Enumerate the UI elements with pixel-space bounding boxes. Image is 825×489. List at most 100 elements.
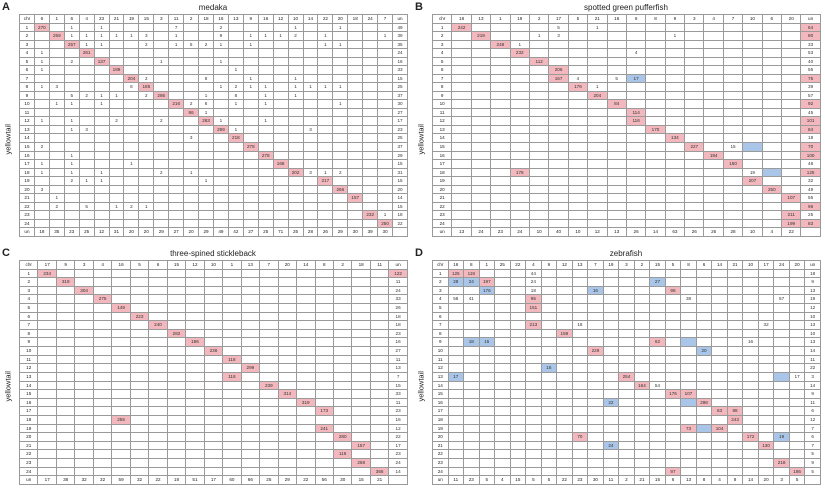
matrix-cell (351, 294, 371, 305)
matrix-cell: 33 (392, 65, 408, 75)
matrix-cell (377, 82, 394, 92)
matrix-cell (93, 159, 110, 169)
column-header: 21 (587, 14, 608, 24)
column-header: 7 (377, 14, 394, 24)
matrix-cell (528, 141, 550, 152)
matrix-cell (377, 124, 394, 135)
matrix-cell (509, 133, 530, 143)
matrix-cell (108, 159, 125, 169)
matrix-cell: 242 (451, 22, 472, 33)
matrix-cell: 15 (392, 159, 408, 169)
unassigned-count: 25 (287, 227, 304, 237)
matrix-cell (37, 277, 57, 287)
matrix-cell (680, 337, 697, 348)
matrix-cell (78, 56, 95, 67)
matrix-cell (463, 449, 480, 459)
matrix-cell (33, 201, 50, 212)
matrix-cell: 125 (800, 167, 821, 178)
matrix-cell (277, 354, 298, 365)
matrix-cell (540, 346, 558, 356)
matrix-cell: 104 (711, 423, 728, 434)
matrix-cell (166, 397, 187, 408)
matrix-cell: 18 (388, 311, 408, 322)
matrix-cell: 1 (272, 31, 289, 41)
matrix-cell (302, 22, 319, 33)
matrix-cell (470, 22, 492, 33)
matrix-cell (277, 363, 298, 373)
matrix-cell (362, 167, 379, 178)
matrix-cell: 23 (388, 328, 408, 339)
table-row: 5 149 26 (18, 303, 408, 313)
unassigned-count: 24 (470, 227, 492, 237)
matrix-cell (185, 414, 205, 425)
row-header: 5 (432, 303, 449, 313)
matrix-cell (548, 193, 569, 203)
matrix-cell (761, 159, 783, 169)
matrix-cell (74, 432, 94, 442)
matrix-cell (257, 73, 274, 84)
unassigned-count: 29 (153, 227, 170, 237)
matrix-cell (227, 184, 244, 195)
matrix-cell (761, 99, 783, 109)
matrix-cell (148, 440, 168, 451)
matrix-cell (587, 440, 604, 451)
matrix-cell (781, 201, 802, 212)
matrix-cell (168, 133, 185, 143)
matrix-cell (722, 124, 744, 135)
matrix-cell (451, 133, 472, 143)
matrix-cell (742, 328, 759, 339)
matrix-cell (664, 184, 686, 195)
matrix-cell: 7 (388, 371, 408, 382)
matrix-cell (198, 184, 214, 195)
matrix-cell (153, 150, 170, 161)
matrix-cell (92, 440, 113, 451)
row-header: 17 (431, 159, 453, 169)
matrix-cell (788, 406, 806, 416)
matrix-cell (227, 193, 244, 203)
matrix-cell (203, 277, 224, 287)
matrix-cell (556, 440, 573, 451)
matrix-cell (463, 397, 480, 408)
matrix-cell (203, 466, 224, 477)
matrix-cell (509, 141, 530, 152)
matrix-cell (257, 56, 274, 67)
matrix-cell (571, 285, 589, 296)
matrix-cell (153, 218, 170, 229)
column-header: 2 (528, 14, 550, 24)
matrix-cell (587, 363, 604, 373)
matrix-cell (332, 294, 353, 305)
table-row: 8 1 3 6 185 1 2 1 1 1 1 1 1 25 (19, 82, 408, 92)
matrix-cell (277, 277, 298, 287)
matrix-cell: 22 (804, 363, 821, 373)
row-header: 7 (18, 320, 39, 330)
matrix-cell: 254 (618, 371, 635, 382)
matrix-cell: 6 (804, 432, 821, 442)
matrix-cell: 213 (525, 320, 542, 330)
unassigned-count: 24 (509, 227, 530, 237)
matrix-cell (451, 99, 472, 109)
matrix-cell (377, 201, 394, 212)
matrix-cell (684, 90, 705, 101)
matrix-cell: 176 (664, 389, 682, 399)
matrix-cell (722, 56, 744, 67)
row-header: un (432, 475, 449, 485)
matrix-cell (351, 466, 371, 477)
matrix-cell (272, 48, 289, 58)
matrix-cell: 25 (392, 82, 408, 92)
column-header: 2 (183, 14, 200, 24)
matrix-cell (212, 99, 229, 109)
matrix-cell (203, 414, 224, 425)
matrix-cell (649, 414, 666, 425)
matrix-cell: 1 (257, 90, 274, 101)
matrix-cell (587, 380, 604, 391)
matrix-cell (645, 90, 666, 101)
row-header: 6 (19, 65, 35, 75)
matrix-cell (296, 285, 316, 296)
matrix-cell (203, 363, 224, 373)
matrix-cell: 1 (48, 193, 65, 203)
matrix-cell (703, 218, 724, 229)
matrix-cell: 2 (183, 99, 200, 109)
matrix-cell (92, 311, 113, 322)
matrix-cell (478, 346, 496, 356)
matrix-cell (649, 389, 666, 399)
